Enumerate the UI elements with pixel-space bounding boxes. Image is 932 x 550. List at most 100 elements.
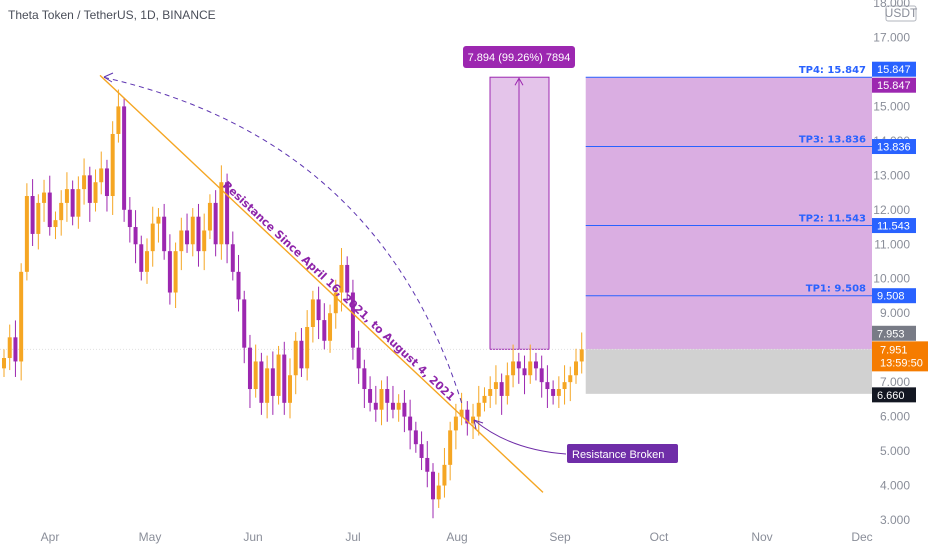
candle-body	[488, 389, 493, 396]
candle-body	[13, 337, 18, 362]
candle-body	[339, 264, 344, 293]
price-tick-label: 10.000	[873, 272, 910, 286]
arc-arrowhead	[103, 72, 114, 83]
candle-body	[413, 430, 418, 445]
candle-body	[47, 192, 52, 228]
candle-body	[150, 223, 155, 252]
candle-body	[190, 216, 195, 245]
candle-body	[53, 220, 58, 228]
candle-body	[196, 216, 201, 252]
resistance-broken-callout[interactable]: Resistance Broken	[567, 444, 678, 463]
candle-body	[202, 230, 207, 252]
time-tick-label: Nov	[751, 530, 772, 544]
measure-arrowhead	[514, 77, 524, 86]
candle-body	[30, 196, 35, 234]
candle-body	[185, 230, 190, 245]
price-tick-label: 11.000	[874, 237, 910, 251]
time-tick-label: Dec	[851, 530, 872, 544]
candle-body	[528, 361, 533, 376]
resistance-trendline[interactable]	[99, 74, 544, 493]
candle-body	[213, 202, 218, 245]
callout-curve	[473, 419, 567, 455]
measure-label: 7.894 (99.26%) 7894	[468, 52, 571, 64]
candle-body	[556, 389, 561, 396]
candle-body	[305, 326, 310, 369]
candle-body	[2, 358, 6, 369]
candle-body	[333, 292, 338, 314]
time-tick-label: Apr	[41, 530, 60, 544]
badge-tp3: 13.836	[877, 142, 911, 154]
badge-target-top-bg	[872, 77, 916, 93]
time-tick-label: Jul	[345, 530, 360, 544]
candle-body	[499, 382, 504, 396]
price-tick-label: 5.000	[880, 444, 910, 458]
candle-body	[539, 368, 544, 383]
candle-body	[24, 196, 29, 272]
candle-body	[156, 216, 161, 224]
candle-body	[476, 402, 481, 417]
candle-body	[207, 202, 212, 231]
candle-body	[356, 347, 361, 369]
badge-countdown: 13:59:50	[880, 357, 923, 369]
time-tick-label: Jun	[243, 530, 262, 544]
target-zone[interactable]	[585, 77, 872, 350]
tp-label-tp1: TP1: 9.508	[806, 284, 866, 295]
price-tick-label: 9.000	[880, 306, 910, 320]
candle-body	[162, 216, 167, 252]
candle-body	[425, 457, 430, 472]
candle-body	[362, 368, 367, 390]
badge-tp2: 11.543	[877, 221, 910, 233]
candle-body	[350, 292, 355, 348]
candle-body	[259, 361, 264, 403]
callout-text: Resistance Broken	[572, 449, 664, 461]
badge-tp1: 9.508	[877, 291, 905, 303]
price-badges: 15.84715.84713.83611.5439.5087.9537.9511…	[872, 61, 928, 403]
badge-current-bg	[872, 341, 928, 372]
candle-body	[145, 251, 149, 272]
candle-body	[99, 168, 104, 183]
candle-body	[122, 106, 127, 210]
candle-body	[373, 402, 378, 410]
candle-body	[328, 313, 333, 341]
currency-box[interactable]: USDT	[885, 5, 918, 22]
price-tick-label: 15.000	[873, 99, 910, 113]
price-tick-label: 7.000	[880, 375, 910, 389]
badge-stop-bg	[872, 387, 916, 403]
time-tick-label: May	[139, 530, 162, 544]
candle-body	[459, 409, 464, 417]
candle-body	[322, 320, 327, 341]
candle-body	[533, 361, 538, 369]
callout-arrowhead	[473, 419, 484, 430]
candle-body	[442, 464, 447, 486]
candle-body	[379, 389, 384, 410]
candle-body	[288, 375, 292, 403]
stop-zone[interactable]	[585, 349, 872, 394]
candle-body	[282, 354, 287, 403]
badge-entry: 7.953	[877, 328, 905, 340]
candle-body	[110, 133, 115, 197]
candle-body	[574, 361, 578, 376]
candle-body	[59, 202, 64, 221]
candle-body	[87, 175, 92, 203]
time-axis[interactable]: Apr May Jun Jul Aug Sep Oct Nov Dec	[41, 530, 873, 544]
candle-body	[431, 471, 435, 500]
candle-body	[419, 444, 424, 458]
candle-body	[42, 192, 47, 203]
candle-body	[133, 227, 138, 245]
candle-body	[390, 402, 395, 410]
candle-body	[299, 340, 304, 369]
candle-body	[265, 368, 270, 403]
candle-body	[310, 299, 315, 327]
time-tick-label: Sep	[549, 530, 571, 544]
candle-body	[225, 182, 230, 245]
candle-body	[396, 402, 401, 410]
candle-body	[293, 340, 298, 376]
measure-label-box[interactable]: 7.894 (99.26%) 7894	[463, 46, 575, 68]
candle-body	[167, 251, 172, 293]
candle-body	[93, 182, 98, 203]
candle-body	[19, 271, 24, 362]
currency-label: USDT	[885, 6, 918, 20]
candles	[2, 89, 584, 519]
candle-body	[579, 349, 584, 362]
